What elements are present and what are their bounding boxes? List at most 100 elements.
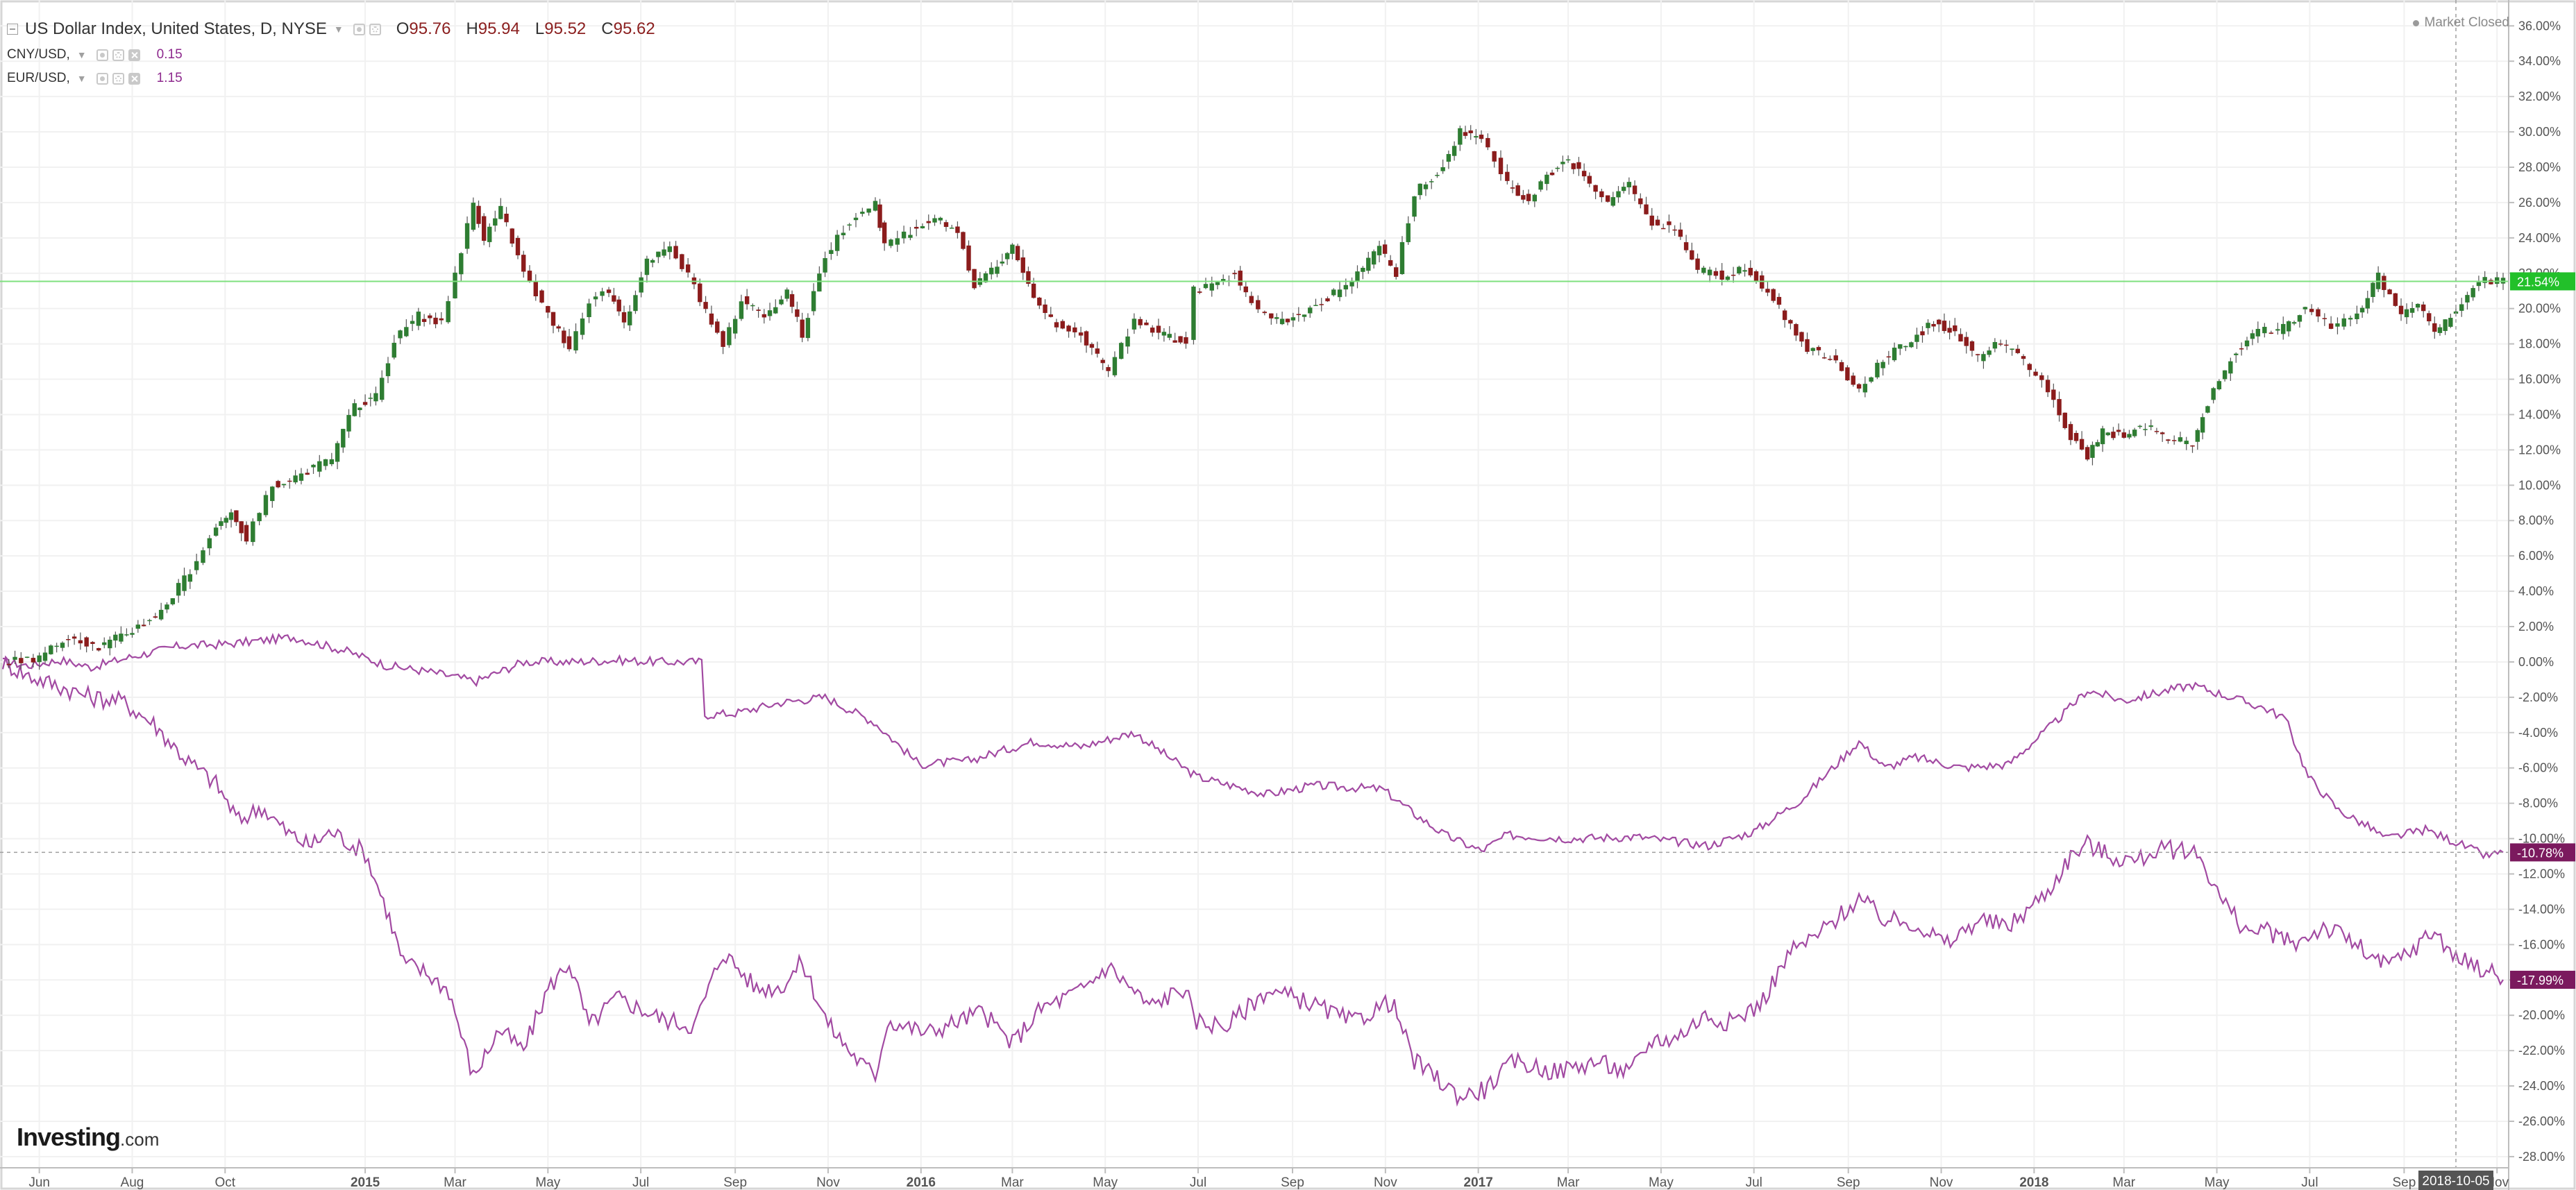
candle-body[interactable] [2033,371,2038,376]
candle-body[interactable] [2404,309,2409,318]
candle-body[interactable] [239,521,244,534]
candle-body[interactable] [421,318,427,323]
candle-body[interactable] [1178,336,1183,343]
candle-body[interactable] [1799,332,1804,342]
candle-body[interactable] [2200,417,2205,433]
candle-body[interactable] [362,402,368,405]
candle-body[interactable] [1605,195,1610,202]
candle-body[interactable] [2371,282,2375,298]
candle-body[interactable] [995,266,1000,274]
candle-body[interactable] [2062,412,2067,428]
candle-body[interactable] [1753,271,1759,281]
candle-body[interactable] [1479,135,1484,139]
candle-body[interactable] [932,218,937,223]
candle-body[interactable] [257,513,262,522]
candle-body[interactable] [2178,437,2183,442]
candle-body[interactable] [357,407,362,411]
candle-body[interactable] [703,302,708,309]
candle-body[interactable] [12,656,17,660]
gear-icon[interactable] [369,23,381,35]
candle-body[interactable] [2275,329,2280,331]
candle-body[interactable] [510,228,514,244]
candle-body[interactable] [1015,246,1020,261]
candle-body[interactable] [860,212,865,214]
candle-body[interactable] [1138,318,1143,325]
candle-body[interactable] [42,652,48,661]
candle-body[interactable] [2465,295,2470,303]
candle-body[interactable] [31,658,36,663]
candle-body[interactable] [1505,171,1510,181]
candle-body[interactable] [811,291,816,312]
candle-body[interactable] [2291,322,2297,324]
candle-body[interactable] [2495,277,2500,284]
candle-body[interactable] [1610,197,1616,206]
candle-body[interactable] [487,226,492,242]
candle-body[interactable] [498,205,503,219]
candle-body[interactable] [1112,357,1118,375]
candle-body[interactable] [329,459,335,464]
candle-body[interactable] [182,575,187,591]
candle-body[interactable] [1043,304,1047,314]
candle-body[interactable] [805,318,811,339]
candle-body[interactable] [54,645,59,647]
candle-body[interactable] [795,309,800,317]
candle-body[interactable] [1565,159,1571,161]
candle-body[interactable] [834,235,840,251]
candle-body[interactable] [2211,388,2216,400]
candle-body[interactable] [727,327,732,346]
candle-body[interactable] [1388,260,1393,266]
candle-body[interactable] [1555,167,1560,169]
candle-body[interactable] [1816,347,1821,350]
candle-body[interactable] [1862,384,1868,393]
candle-body[interactable] [410,321,415,324]
candle-body[interactable] [368,398,373,399]
candle-body[interactable] [1958,334,1963,342]
candle-body[interactable] [1249,296,1254,303]
candle-body[interactable] [341,429,346,448]
candle-body[interactable] [380,377,385,400]
chevron-down-icon[interactable]: ▼ [333,24,344,35]
candle-body[interactable] [234,510,239,522]
candle-body[interactable] [493,218,498,226]
candle-body[interactable] [1468,130,1473,134]
candle-body[interactable] [1020,257,1025,273]
candle-body[interactable] [346,415,351,432]
candle-body[interactable] [1095,348,1100,354]
candle-body[interactable] [1010,244,1015,254]
candle-body[interactable] [1810,348,1815,351]
candle-body[interactable] [1417,183,1422,196]
candle-body[interactable] [533,281,538,297]
candle-body[interactable] [1828,359,1833,360]
candle-body[interactable] [1026,271,1031,284]
candle-body[interactable] [1131,318,1137,330]
candle-body[interactable] [1713,271,1719,276]
candle-body[interactable] [1290,317,1296,321]
candle-body[interactable] [108,639,112,649]
candle-body[interactable] [539,290,544,303]
candle-body[interactable] [78,640,83,644]
candle-body[interactable] [1593,185,1598,192]
candle-body[interactable] [1048,314,1053,317]
candle-body[interactable] [721,331,725,347]
candle-body[interactable] [2328,323,2334,329]
compare-symbol[interactable]: EUR/USD, [7,71,70,85]
candle-body[interactable] [1964,337,1969,346]
candle-body[interactable] [2095,442,2100,447]
candle-body[interactable] [1172,340,1177,343]
candle-body[interactable] [789,294,795,307]
candle-body[interactable] [1446,153,1451,162]
candle-body[interactable] [1788,320,1793,324]
candle-body[interactable] [550,312,556,326]
candle-body[interactable] [1262,312,1268,314]
candle-body[interactable] [153,616,158,618]
series-title[interactable]: US Dollar Index, United States, D, NYSE [25,19,327,38]
candle-body[interactable] [1423,184,1429,189]
candle-body[interactable] [124,634,129,636]
candle-body[interactable] [1931,323,1936,327]
candle-body[interactable] [2154,431,2160,432]
candle-body[interactable] [1319,304,1324,305]
candle-body[interactable] [1458,128,1463,145]
candle-body[interactable] [1072,327,1077,332]
candle-body[interactable] [2365,298,2370,309]
chevron-down-icon[interactable]: ▼ [76,73,87,84]
